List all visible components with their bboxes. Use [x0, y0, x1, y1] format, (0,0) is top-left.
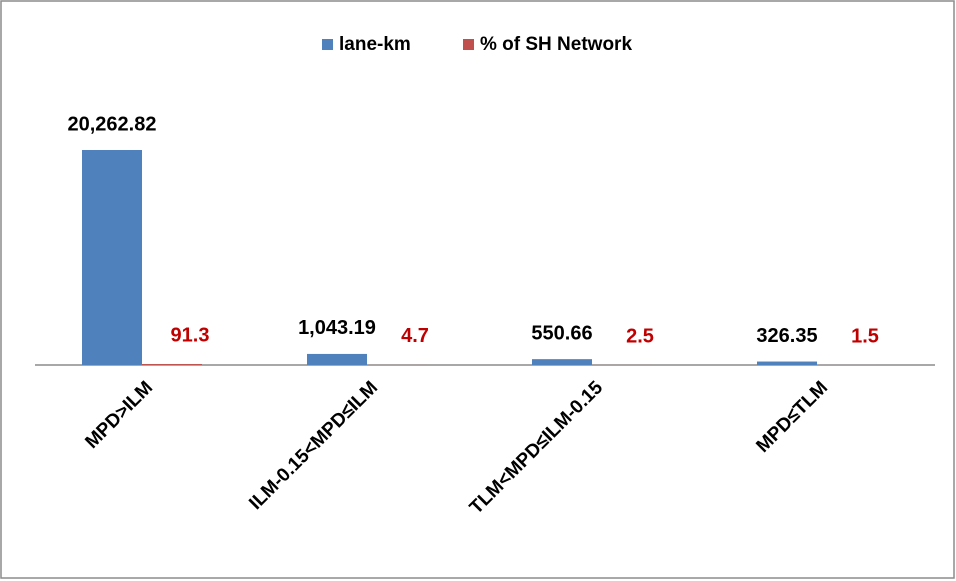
data-label: 20,262.82 — [68, 113, 157, 135]
legend-swatch — [322, 39, 333, 50]
data-label: 4.7 — [401, 325, 429, 347]
bar — [532, 359, 592, 365]
data-label: 91.3 — [171, 324, 210, 346]
bar — [142, 364, 202, 365]
data-label: 1.5 — [851, 325, 879, 347]
data-label: 2.5 — [626, 325, 654, 347]
data-label: 1,043.19 — [298, 317, 376, 339]
bar — [757, 361, 817, 365]
legend-swatch — [463, 39, 474, 50]
data-label: 326.35 — [756, 325, 817, 347]
bar — [82, 150, 142, 365]
data-label: 550.66 — [531, 322, 592, 344]
bar — [307, 353, 367, 365]
legend-label: % of SH Network — [480, 34, 632, 55]
legend-label: lane-km — [339, 34, 411, 55]
